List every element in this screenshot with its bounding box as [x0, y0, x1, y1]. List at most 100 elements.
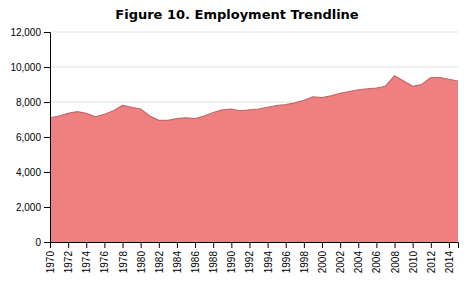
x-tick: 2008 — [390, 242, 401, 273]
x-tick: 2004 — [353, 242, 364, 273]
x-tick: 1988 — [208, 242, 219, 273]
x-tick-label: 2002 — [335, 251, 346, 274]
x-tick-label: 1976 — [99, 251, 110, 274]
x-tick-label: 1984 — [172, 251, 183, 274]
x-tick-label: 1974 — [81, 251, 92, 274]
x-tick-mark — [449, 242, 450, 248]
x-tick-label: 2010 — [408, 251, 419, 274]
y-tick-label: 6,000 — [16, 132, 41, 143]
x-tick: 1980 — [136, 242, 147, 273]
x-tick-mark — [431, 242, 432, 248]
y-tick: 0 — [35, 237, 50, 248]
x-tick-label: 1996 — [281, 251, 292, 274]
marks — [50, 76, 458, 242]
y-tick-mark — [44, 32, 50, 33]
x-tick: 1990 — [226, 242, 237, 273]
line — [50, 76, 458, 121]
x-tick-mark — [376, 242, 377, 248]
x-tick: 1970 — [45, 242, 56, 273]
x-tick-mark — [68, 242, 69, 248]
x-tick: 2012 — [426, 242, 437, 273]
x-tick-mark — [286, 242, 287, 248]
chart-svg: Figure 10. Employment Trendline02,0004,0… — [0, 0, 474, 284]
x-tick-mark — [86, 242, 87, 248]
plot: 02,0004,0006,0008,00010,00012,0001970197… — [10, 27, 458, 274]
x-tick-label: 1992 — [244, 251, 255, 274]
x-tick: 1984 — [172, 242, 183, 273]
y-tick: 10,000 — [10, 62, 50, 73]
x-tick-mark — [177, 242, 178, 248]
grid-line — [50, 67, 458, 68]
y-axis: 0 2,000 4,000 6,000 8,000 10,000 12,000 — [10, 27, 50, 248]
y-axis-line — [44, 33, 51, 243]
x-tick: 2002 — [335, 242, 346, 273]
x-tick: 1992 — [244, 242, 255, 273]
y-tick-label: 2,000 — [16, 202, 41, 213]
x-tick-label: 1998 — [299, 251, 310, 274]
x-tick-mark — [231, 242, 232, 248]
x-tick-mark — [304, 242, 305, 248]
y-tick-label: 0 — [35, 237, 41, 248]
x-tick: 2000 — [317, 242, 328, 273]
x-tick: 1994 — [263, 242, 274, 273]
x-tick-label: 2000 — [317, 251, 328, 274]
area — [50, 76, 458, 242]
x-tick-label: 2012 — [426, 251, 437, 274]
y-tick-label: 4,000 — [16, 167, 41, 178]
x-tick-label: 1980 — [136, 251, 147, 274]
y-tick-mark — [44, 67, 50, 68]
x-tick-mark — [340, 242, 341, 248]
x-tick-mark — [322, 242, 323, 248]
y-tick: 4,000 — [16, 167, 50, 178]
chart-container: Figure 10. Employment Trendline02,0004,0… — [0, 0, 474, 284]
x-tick: 1986 — [190, 242, 201, 273]
x-tick: 2014 — [444, 242, 455, 273]
x-tick-mark — [104, 242, 105, 248]
x-tick: 2010 — [408, 242, 419, 273]
y-tick-label: 10,000 — [10, 62, 41, 73]
x-tick-mark — [50, 242, 51, 248]
x-tick: 1982 — [154, 242, 165, 273]
x-tick-mark — [395, 242, 396, 248]
x-tick-label: 2008 — [390, 251, 401, 274]
x-tick-mark — [213, 242, 214, 248]
x-tick-label: 1986 — [190, 251, 201, 274]
y-tick-mark — [44, 102, 50, 103]
x-tick: 2006 — [371, 242, 382, 273]
x-tick-label: 1970 — [45, 251, 56, 274]
x-tick-label: 1994 — [263, 251, 274, 274]
y-tick: 2,000 — [16, 202, 50, 213]
x-tick: 1976 — [99, 242, 110, 273]
x-tick-label: 1972 — [63, 251, 74, 274]
y-tick: 6,000 — [16, 132, 50, 143]
y-tick-mark — [44, 172, 50, 173]
y-tick-mark — [44, 137, 50, 138]
x-tick-label: 1978 — [118, 251, 129, 274]
x-tick: 1978 — [118, 242, 129, 273]
x-axis-line — [51, 243, 459, 249]
x-tick-label: 2014 — [444, 251, 455, 274]
y-tick-mark — [44, 207, 50, 208]
y-tick-label: 12,000 — [10, 27, 41, 38]
x-tick-mark — [195, 242, 196, 248]
x-tick: 1974 — [81, 242, 92, 273]
x-tick: 1996 — [281, 242, 292, 273]
x-tick-mark — [268, 242, 269, 248]
grid-line — [50, 32, 458, 33]
x-tick-label: 2004 — [353, 251, 364, 274]
grid — [50, 32, 458, 242]
y-tick-label: 8,000 — [16, 97, 41, 108]
x-tick-label: 2006 — [371, 251, 382, 274]
x-tick: 1972 — [63, 242, 74, 273]
x-tick-label: 1988 — [208, 251, 219, 274]
x-tick: 1998 — [299, 242, 310, 273]
x-axis: 1970 1972 1974 1976 1978 1980 1982 1984 1986 1988… — [45, 242, 459, 273]
y-tick-mark — [44, 242, 50, 243]
x-tick-mark — [249, 242, 250, 248]
x-tick-mark — [413, 242, 414, 248]
y-tick: 12,000 — [10, 27, 50, 38]
x-tick-mark — [141, 242, 142, 248]
x-tick-label: 1982 — [154, 251, 165, 274]
y-tick: 8,000 — [16, 97, 50, 108]
x-tick-mark — [159, 242, 160, 248]
